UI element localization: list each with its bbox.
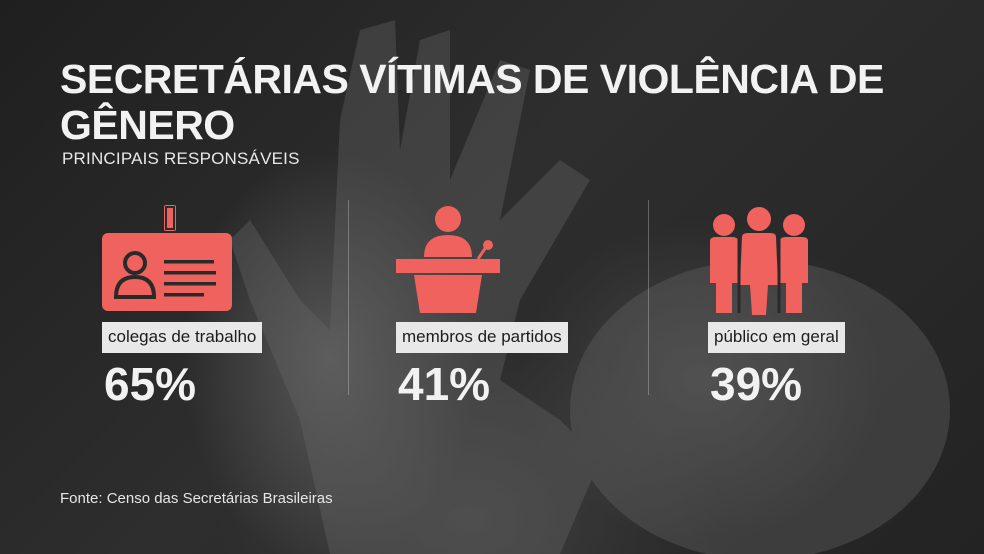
page-title: SECRETÁRIAS VÍTIMAS DE VIOLÊNCIA DE GÊNE… [60,56,884,148]
column-divider [348,200,349,395]
stat-item-colleagues: colegas de trabalho 65% [102,205,372,415]
stat-item-party-members: membros de partidos 41% [396,205,666,415]
column-divider [648,200,649,395]
stat-item-general-public: público em geral 39% [708,205,978,415]
stat-value: 39% [710,358,803,410]
stat-value: 65% [104,358,197,410]
speaker-podium-icon [396,206,500,313]
page-subtitle: PRINCIPAIS RESPONSÁVEIS [62,149,300,168]
source-note: Fonte: Censo das Secretárias Brasileiras [60,490,333,507]
id-badge-icon [102,205,232,311]
stat-value: 41% [398,358,491,410]
stat-label: público em geral [708,322,845,353]
stat-label: membros de partidos [396,322,568,353]
stat-label: colegas de trabalho [102,322,263,353]
group-of-people-icon [710,207,808,315]
